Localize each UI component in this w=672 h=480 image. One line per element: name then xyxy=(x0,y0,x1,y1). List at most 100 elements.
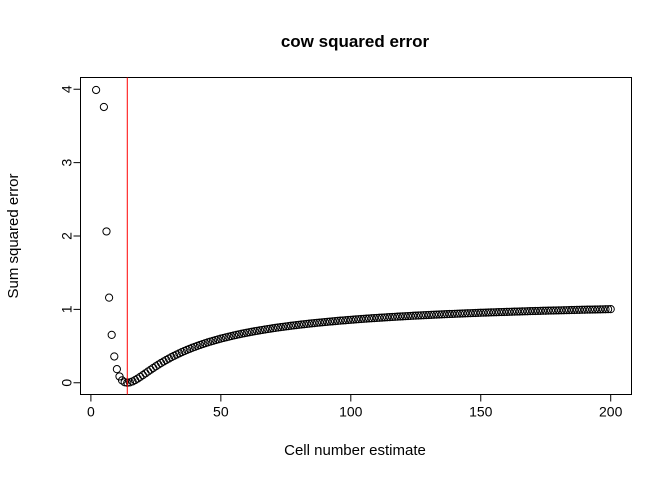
data-point xyxy=(518,307,527,316)
data-point xyxy=(481,308,491,317)
data-point xyxy=(500,307,509,317)
data-point xyxy=(427,310,436,319)
data-point xyxy=(396,312,405,321)
data-point xyxy=(471,308,480,318)
data-point xyxy=(375,313,384,322)
data-point xyxy=(497,307,506,317)
data-point xyxy=(601,305,610,314)
data-point xyxy=(263,324,272,334)
data-point xyxy=(276,323,285,332)
data-point xyxy=(588,305,597,314)
data-point xyxy=(466,309,475,318)
data-point xyxy=(531,306,540,316)
data-point xyxy=(154,360,163,369)
data-point xyxy=(489,308,498,317)
data-point xyxy=(315,318,324,327)
data-point xyxy=(364,314,374,323)
x-axis-label: Cell number estimate xyxy=(284,442,426,459)
data-point xyxy=(604,305,613,314)
data-point xyxy=(528,306,537,316)
y-tick-label: 3 xyxy=(59,159,75,167)
data-point xyxy=(305,319,314,328)
data-point xyxy=(338,316,348,325)
data-point xyxy=(567,305,576,315)
data-point xyxy=(591,305,600,314)
data-point xyxy=(468,308,478,318)
data-point xyxy=(310,318,319,328)
data-point xyxy=(476,308,485,317)
data-point xyxy=(549,306,558,315)
data-point xyxy=(354,315,363,324)
data-point xyxy=(403,311,413,321)
x-tick-label: 100 xyxy=(339,404,363,420)
data-point xyxy=(297,320,306,329)
data-point xyxy=(494,308,504,317)
data-point xyxy=(526,307,535,316)
data-point xyxy=(570,305,579,315)
data-point xyxy=(544,306,553,315)
data-point xyxy=(455,309,465,318)
data-point xyxy=(268,324,277,333)
data-point xyxy=(344,315,353,325)
data-point xyxy=(333,316,342,325)
data-point xyxy=(432,310,441,319)
data-point xyxy=(385,313,394,322)
data-point xyxy=(409,311,418,320)
data-point xyxy=(562,306,571,315)
data-point xyxy=(362,314,371,323)
data-point xyxy=(349,315,358,324)
data-point xyxy=(346,315,355,324)
data-point xyxy=(533,306,543,316)
data-point xyxy=(406,311,415,321)
y-tick-label: 0 xyxy=(59,379,75,387)
data-point xyxy=(492,308,501,317)
data-point xyxy=(557,306,566,315)
data-point xyxy=(359,314,368,323)
data-point xyxy=(474,308,483,317)
data-point xyxy=(273,323,283,332)
data-point xyxy=(260,325,270,334)
data-points xyxy=(91,85,615,387)
data-point xyxy=(393,312,402,321)
data-point xyxy=(271,323,280,332)
data-point xyxy=(289,321,298,330)
data-point xyxy=(515,307,524,316)
data-point xyxy=(323,317,332,326)
data-point xyxy=(284,322,293,331)
data-point xyxy=(596,305,605,314)
data-point xyxy=(380,313,389,322)
data-point xyxy=(266,324,275,333)
data-point xyxy=(580,305,589,314)
data-point xyxy=(523,307,532,316)
data-point xyxy=(424,310,433,320)
data-point xyxy=(351,315,361,324)
data-point xyxy=(388,312,397,322)
data-point xyxy=(99,102,108,112)
y-tick-label: 4 xyxy=(59,85,75,93)
data-point xyxy=(307,319,316,328)
data-point xyxy=(536,306,545,315)
data-point xyxy=(411,311,420,320)
data-point xyxy=(546,306,556,315)
data-point xyxy=(336,316,345,325)
x-tick-label: 50 xyxy=(213,404,229,420)
data-point xyxy=(445,309,454,319)
data-point xyxy=(112,365,121,374)
data-point xyxy=(479,308,488,317)
data-point xyxy=(102,227,111,236)
data-point xyxy=(320,317,329,327)
data-point xyxy=(258,325,267,335)
data-point xyxy=(299,320,309,329)
chart-title: cow squared error xyxy=(281,32,430,51)
data-point xyxy=(572,305,582,315)
data-point xyxy=(437,310,446,319)
data-point xyxy=(281,322,290,331)
data-point xyxy=(370,314,379,323)
data-point xyxy=(357,314,366,324)
data-point xyxy=(552,306,561,315)
data-point xyxy=(578,305,587,314)
data-point xyxy=(510,307,519,316)
x-axis: 0 50 100 150 200 xyxy=(87,394,623,420)
data-point xyxy=(541,306,550,315)
data-point xyxy=(442,310,452,319)
